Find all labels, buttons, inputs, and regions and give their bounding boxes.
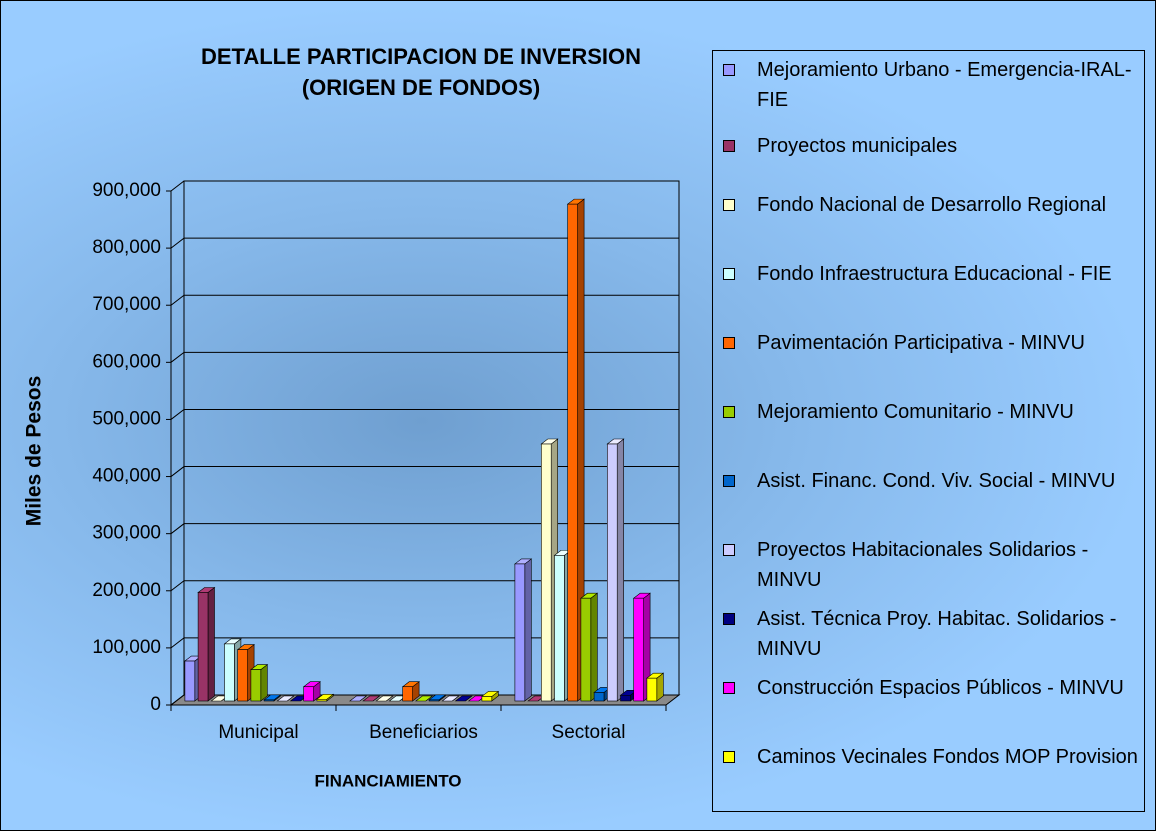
legend-item: Caminos Vecinales Fondos MOP Provision [723, 742, 1147, 772]
legend-swatch [723, 140, 735, 152]
legend: Mejoramiento Urbano - Emergencia-IRAL-FI… [712, 50, 1145, 812]
back-wall [183, 180, 680, 696]
bar [263, 699, 275, 702]
legend-label: Fondo Nacional de Desarrollo Regional [757, 194, 1107, 216]
bar-top [362, 695, 381, 702]
bar [554, 555, 565, 702]
legend-swatch [723, 337, 735, 349]
y-tick-label: 600,000 [92, 351, 161, 372]
bar-top [349, 695, 368, 702]
y-tick-label: 500,000 [92, 408, 161, 429]
bar [580, 597, 592, 702]
legend-label: Fondo Infraestructura Educacional - FIE [757, 263, 1112, 285]
grid-line [170, 237, 679, 249]
bar [237, 649, 248, 702]
legend-item: Proyectos municipales [723, 131, 1147, 161]
legend-swatch [723, 64, 735, 76]
legend-swatch [723, 268, 735, 280]
legend-label: Construcción Espacios Públicos - MINVU [757, 677, 1124, 699]
chart-title: DETALLE PARTICIPACION DE INVERSION [201, 44, 641, 69]
grid-line [170, 180, 679, 192]
y-tick-label: 300,000 [92, 523, 161, 544]
bar-side [524, 558, 532, 702]
legend-label: Mejoramiento Urbano - Emergencia-IRAL-FI… [757, 59, 1132, 111]
grid-line [170, 408, 679, 420]
bar [646, 677, 658, 702]
legend-swatch [723, 751, 735, 763]
bar [633, 597, 644, 702]
grid-line [170, 694, 679, 706]
bar [184, 660, 196, 702]
bar-top [454, 695, 473, 702]
y-tick-label: 900,000 [92, 180, 161, 201]
bar [481, 696, 493, 702]
bar-top [415, 695, 434, 702]
bar [620, 694, 631, 702]
y-tick-label: 0 [150, 694, 161, 715]
legend-item: Pavimentación Participativa - MINVU [723, 328, 1147, 358]
y-tick-label: 700,000 [92, 294, 161, 315]
chart-subtitle: (ORIGEN DE FONDOS) [302, 75, 540, 100]
bar-top [375, 695, 394, 702]
y-tick-label: 800,000 [92, 237, 161, 258]
legend-label: Asist. Técnica Proy. Habitac. Solidarios… [757, 608, 1117, 660]
bar-top [276, 695, 295, 702]
legend-item: Asist. Financ. Cond. Viv. Social - MINVU [723, 466, 1147, 496]
bar [567, 203, 578, 702]
legend-swatch [723, 682, 735, 694]
legend-swatch [723, 475, 735, 487]
legend-item: Construcción Espacios Públicos - MINVU [723, 673, 1147, 703]
legend-item: Fondo Nacional de Desarrollo Regional [723, 190, 1147, 220]
bar-side [590, 592, 598, 702]
y-tick-label: 200,000 [92, 580, 161, 601]
grid-line [170, 351, 679, 363]
grid-line [170, 580, 679, 592]
bar-side [207, 586, 215, 702]
grid-line [170, 294, 679, 306]
bar [428, 699, 440, 702]
legend-label: Mejoramiento Comunitario - MINVU [757, 401, 1074, 423]
legend-item: Fondo Infraestructura Educacional - FIE [723, 259, 1147, 289]
grid-line [170, 466, 679, 477]
bar [197, 592, 209, 702]
bar-side [260, 663, 268, 702]
bar [250, 669, 262, 702]
bar [514, 563, 526, 702]
y-tick-label: 400,000 [92, 466, 161, 487]
x-tick-label: Sectorial [552, 722, 626, 743]
bar [316, 698, 328, 702]
y-tick-label: 100,000 [92, 637, 161, 658]
legend-label: Proyectos municipales [757, 135, 958, 157]
legend-label: Proyectos Habitacionales Solidarios - MI… [757, 539, 1089, 591]
x-axis-title: FINANCIAMIENTO [314, 771, 461, 790]
bar [303, 686, 314, 702]
legend-item: Proyectos Habitacionales Solidarios - MI… [723, 535, 1147, 595]
bar [402, 686, 413, 702]
legend-swatch [723, 613, 735, 625]
y-axis-title: Miles de Pesos [23, 376, 46, 527]
legend-label: Caminos Vecinales Fondos MOP Provision [757, 746, 1138, 768]
x-tick-label: Municipal [218, 722, 298, 743]
bar [593, 692, 605, 702]
bar [540, 443, 552, 702]
bar-top [441, 695, 460, 702]
grid-line [170, 637, 679, 649]
bar [224, 643, 235, 702]
legend-swatch [723, 199, 735, 211]
legend-label: Pavimentación Participativa - MINVU [757, 332, 1085, 354]
legend-item: Asist. Técnica Proy. Habitac. Solidarios… [723, 604, 1147, 664]
legend-label: Asist. Financ. Cond. Viv. Social - MINVU [757, 470, 1116, 492]
bar [606, 443, 618, 702]
legend-swatch [723, 544, 735, 556]
legend-item: Mejoramiento Comunitario - MINVU [723, 397, 1147, 427]
legend-item: Mejoramiento Urbano - Emergencia-IRAL-FI… [723, 55, 1147, 115]
bar-side [616, 438, 625, 702]
legend-swatch [723, 406, 735, 418]
grid-line [170, 523, 679, 535]
x-tick-label: Beneficiarios [369, 722, 478, 743]
